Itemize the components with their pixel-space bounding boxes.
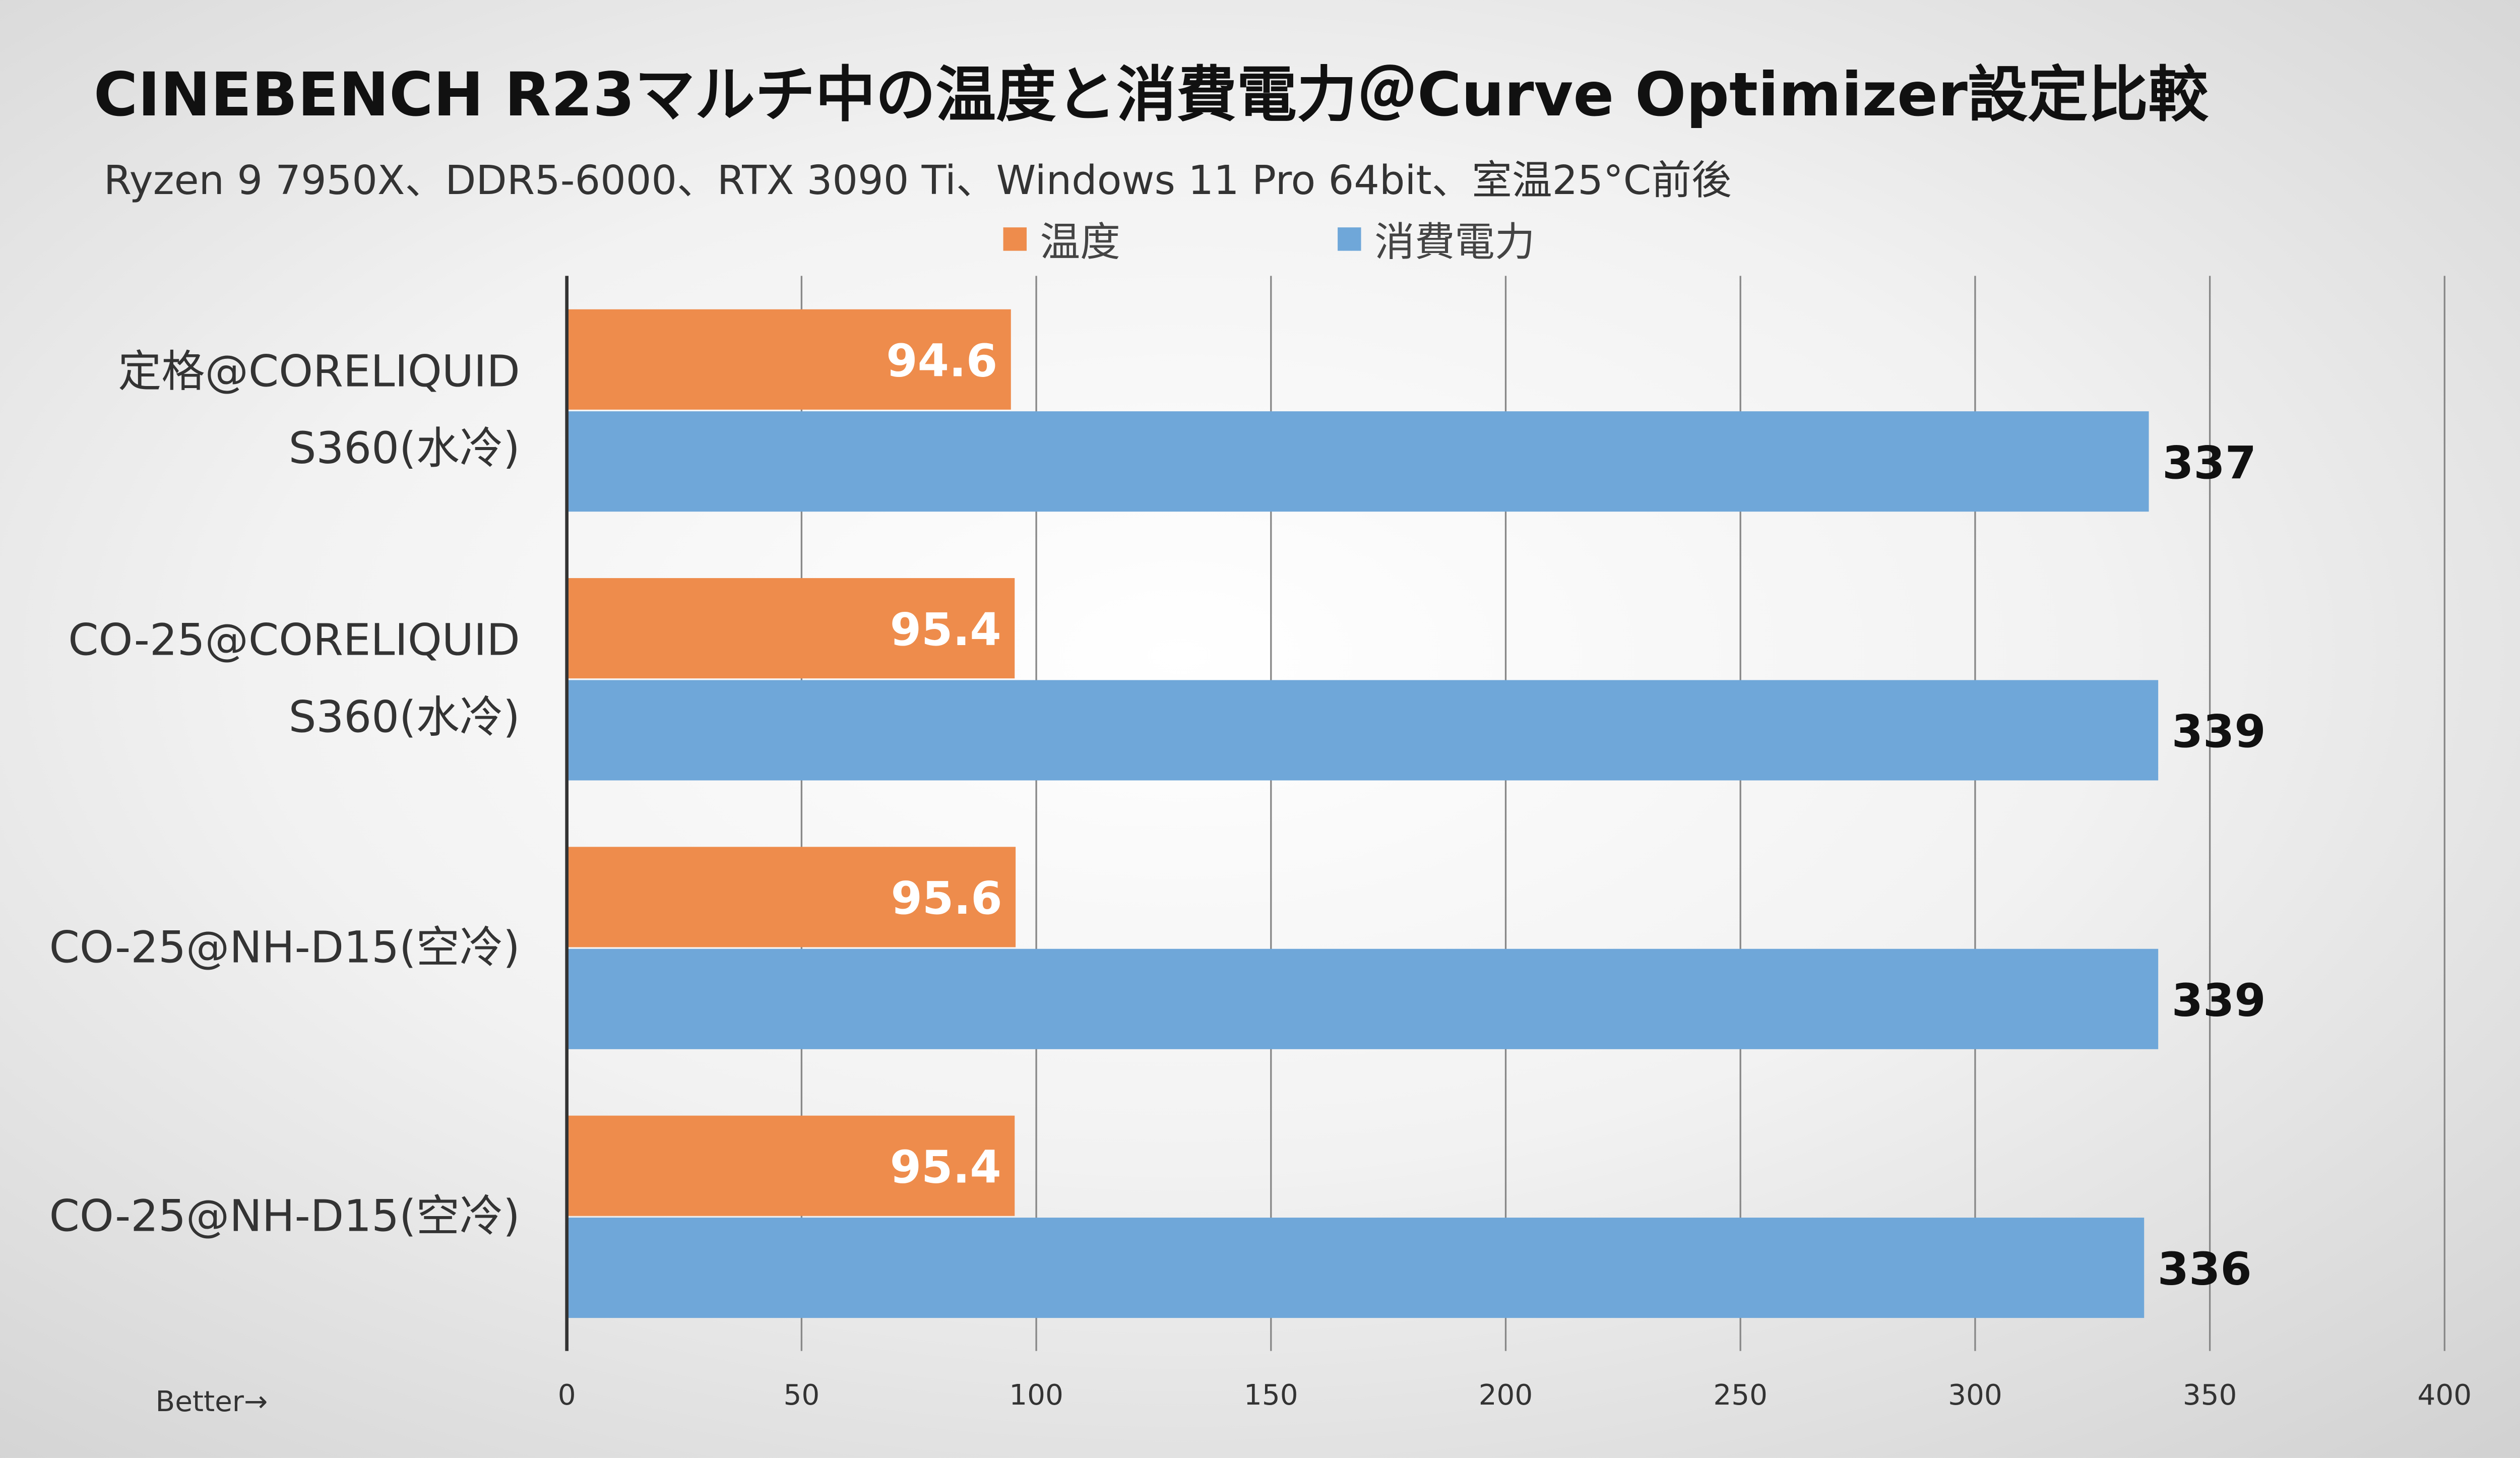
category-label: S360(水冷): [289, 423, 520, 474]
x-tick-label: 300: [1948, 1379, 2002, 1412]
bar-temperature: [566, 1115, 1015, 1216]
data-label-power: 339: [2172, 974, 2266, 1027]
category-label: CO-25@CORELIQUID: [68, 615, 520, 666]
x-tick-label: 200: [1479, 1379, 1533, 1412]
data-label-temperature: 94.6: [886, 335, 997, 387]
chart-title: CINEBENCH R23マルチ中の温度と消費電力＠Curve Optimize…: [93, 61, 2209, 131]
data-label-power: 339: [2172, 706, 2266, 758]
bar-power: [566, 411, 2149, 512]
x-axis-label: Better→: [156, 1385, 268, 1418]
data-label-power: 337: [2162, 437, 2256, 489]
legend-swatch-power: [1338, 226, 1361, 250]
chart-subtitle: Ryzen 9 7950X、DDR5-6000、RTX 3090 Ti、Wind…: [103, 157, 1732, 204]
legend-item-temperature: 温度: [1003, 209, 1120, 268]
x-tick-label: 150: [1244, 1379, 1298, 1412]
data-label-power: 336: [2158, 1243, 2252, 1296]
x-tick-label: 250: [1713, 1379, 1768, 1412]
legend-item-power: 消費電力: [1338, 209, 1535, 268]
bar-temperature: [566, 578, 1015, 679]
bar-power: [566, 680, 2159, 781]
x-tick-label: 400: [2418, 1379, 2472, 1412]
data-label-temperature: 95.4: [890, 604, 1001, 656]
bar-temperature: [566, 847, 1016, 947]
x-tick-label: 350: [2183, 1379, 2237, 1412]
category-label: CO-25@NH-D15(空冷): [49, 922, 520, 973]
bar-temperature: [566, 309, 1011, 410]
data-label-temperature: 95.4: [890, 1141, 1001, 1193]
bar-power: [566, 948, 2159, 1049]
x-tick-label: 0: [558, 1379, 576, 1412]
x-tick-label: 50: [783, 1379, 820, 1412]
x-tick-label: 100: [1009, 1379, 1063, 1412]
legend-swatch-temperature: [1003, 226, 1027, 250]
legend-label-temperature: 温度: [1040, 219, 1120, 266]
category-label: 定格@CORELIQUID: [118, 346, 520, 397]
bar-power: [566, 1218, 2145, 1318]
data-label-temperature: 95.6: [891, 872, 1002, 925]
category-label: CO-25@NH-D15(空冷): [49, 1191, 520, 1242]
legend-label-power: 消費電力: [1374, 219, 1535, 266]
category-label: S360(水冷): [289, 692, 520, 742]
